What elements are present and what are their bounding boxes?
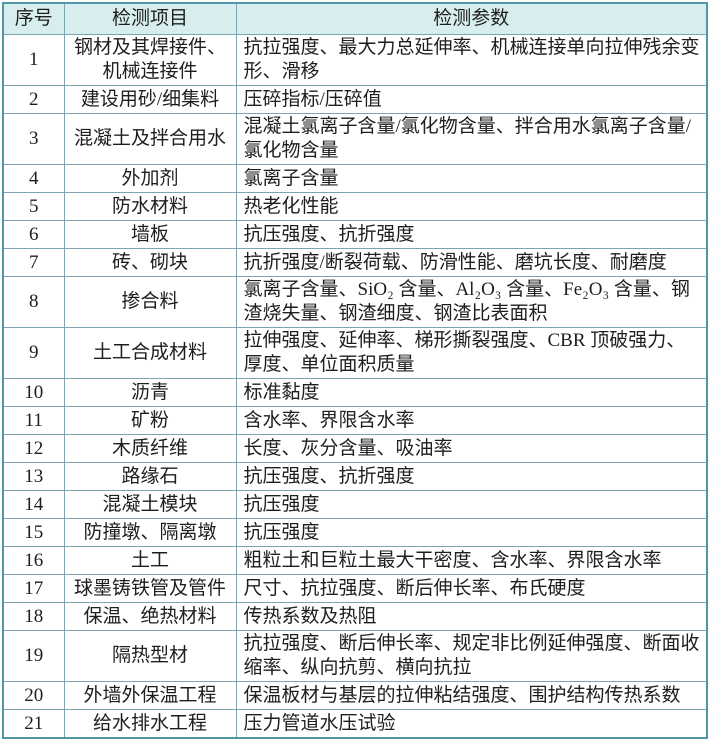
item-cell: 矿粉 [63, 406, 237, 435]
item-cell: 钢材及其焊接件、机械连接件 [63, 34, 237, 86]
row-number-cell: 9 [2, 327, 65, 379]
table-row: 13 路缘石 抗压强度、抗折强度 [2, 462, 708, 491]
table-row: 11 矿粉 含水率、界限含水率 [2, 406, 708, 435]
table-row: 15 防撞墩、隔离墩 抗压强度 [2, 518, 708, 547]
row-number-cell: 20 [2, 681, 65, 710]
params-cell: 粗粒土和巨粒土最大干密度、含水率、界限含水率 [235, 546, 708, 575]
params-cell: 氯离子含量、SiO₂ 含量、Al₂O₃ 含量、Fe₂O₃ 含量、钢渣烧失量、钢渣… [235, 276, 708, 328]
row-number-cell: 16 [2, 546, 65, 575]
item-cell: 混凝土及拌合用水 [63, 113, 237, 165]
params-cell: 传热系数及热阻 [235, 602, 708, 631]
table-row: 18 保温、绝热材料 传热系数及热阻 [2, 602, 708, 631]
row-number-cell: 10 [2, 378, 65, 407]
params-cell: 热老化性能 [235, 192, 708, 221]
params-cell: 抗折强度/断裂荷载、防滑性能、磨坑长度、耐磨度 [235, 248, 708, 277]
item-cell: 防撞墩、隔离墩 [63, 518, 237, 547]
table-row: 7 砖、砌块 抗折强度/断裂荷载、防滑性能、磨坑长度、耐磨度 [2, 248, 708, 277]
item-cell: 掺合料 [63, 276, 237, 328]
params-cell: 长度、灰分含量、吸油率 [235, 434, 708, 463]
header-row: 序号 检测项目 检测参数 [2, 2, 708, 35]
table-row: 4 外加剂 氯离子含量 [2, 164, 708, 193]
params-cell: 抗压强度 [235, 490, 708, 519]
header-cell-params: 检测参数 [235, 2, 708, 35]
params-cell: 抗压强度、抗折强度 [235, 462, 708, 491]
item-cell: 墙板 [63, 220, 237, 249]
table-row: 17 球墨铸铁管及管件 尺寸、抗拉强度、断后伸长率、布氏硬度 [2, 574, 708, 603]
item-cell: 隔热型材 [63, 630, 237, 682]
row-number-cell: 17 [2, 574, 65, 603]
row-number-cell: 1 [2, 34, 65, 86]
params-cell: 氯离子含量 [235, 164, 708, 193]
row-number-cell: 15 [2, 518, 65, 547]
params-cell: 拉伸强度、延伸率、梯形撕裂强度、CBR 顶破强力、厚度、单位面积质量 [235, 327, 708, 379]
row-number-cell: 12 [2, 434, 65, 463]
item-cell: 沥青 [63, 378, 237, 407]
params-cell: 抗拉强度、断后伸长率、规定非比例延伸强度、断面收缩率、纵向抗剪、横向抗拉 [235, 630, 708, 682]
table-row: 12 木质纤维 长度、灰分含量、吸油率 [2, 434, 708, 463]
table-body: 1 钢材及其焊接件、机械连接件 抗拉强度、最大力总延伸率、机械连接单向拉伸残余变形、… [2, 34, 708, 739]
params-cell: 保温板材与基层的拉伸粘结强度、围护结构传热系数 [235, 681, 708, 710]
row-number-cell: 6 [2, 220, 65, 249]
params-cell: 尺寸、抗拉强度、断后伸长率、布氏硬度 [235, 574, 708, 603]
item-cell: 外加剂 [63, 164, 237, 193]
row-number-cell: 8 [2, 276, 65, 328]
row-number-cell: 11 [2, 406, 65, 435]
item-cell: 防水材料 [63, 192, 237, 221]
params-cell: 混凝土氯离子含量/氯化物含量、拌合用水氯离子含量/氯化物含量 [235, 113, 708, 165]
row-number-cell: 13 [2, 462, 65, 491]
table-row: 6 墙板 抗压强度、抗折强度 [2, 220, 708, 249]
table-row: 1 钢材及其焊接件、机械连接件 抗拉强度、最大力总延伸率、机械连接单向拉伸残余变形、… [2, 34, 708, 86]
params-cell: 含水率、界限含水率 [235, 406, 708, 435]
table-row: 14 混凝土模块 抗压强度 [2, 490, 708, 519]
table-row: 10 沥青 标准黏度 [2, 378, 708, 407]
row-number-cell: 19 [2, 630, 65, 682]
row-number-cell: 3 [2, 113, 65, 165]
row-number-cell: 14 [2, 490, 65, 519]
table-row: 5 防水材料 热老化性能 [2, 192, 708, 221]
row-number-cell: 18 [2, 602, 65, 631]
params-cell: 标准黏度 [235, 378, 708, 407]
table-row: 8 掺合料 氯离子含量、SiO₂ 含量、Al₂O₃ 含量、Fe₂O₃ 含量、钢渣烧失… [2, 276, 708, 328]
item-cell: 混凝土模块 [63, 490, 237, 519]
row-number-cell: 7 [2, 248, 65, 277]
row-number-cell: 5 [2, 192, 65, 221]
row-number-cell: 4 [2, 164, 65, 193]
params-cell: 压碎指标/压碎值 [235, 85, 708, 114]
table-row: 20 外墙外保温工程 保温板材与基层的拉伸粘结强度、围护结构传热系数 [2, 681, 708, 710]
table-header: 序号 检测项目 检测参数 [2, 2, 708, 35]
item-cell: 建设用砂/细集料 [63, 85, 237, 114]
header-cell-item: 检测项目 [63, 2, 237, 35]
item-cell: 路缘石 [63, 462, 237, 491]
item-cell: 土工合成材料 [63, 327, 237, 379]
item-cell: 土工 [63, 546, 237, 575]
params-cell: 抗拉强度、最大力总延伸率、机械连接单向拉伸残余变形、滑移 [235, 34, 708, 86]
params-cell: 抗压强度、抗折强度 [235, 220, 708, 249]
item-cell: 木质纤维 [63, 434, 237, 463]
table-row: 19 隔热型材 抗拉强度、断后伸长率、规定非比例延伸强度、断面收缩率、纵向抗剪、横向… [2, 630, 708, 682]
row-number-cell: 2 [2, 85, 65, 114]
item-cell: 外墙外保温工程 [63, 681, 237, 710]
table-row: 16 土工 粗粒土和巨粒土最大干密度、含水率、界限含水率 [2, 546, 708, 575]
item-cell: 砖、砌块 [63, 248, 237, 277]
params-cell: 抗压强度 [235, 518, 708, 547]
item-cell: 球墨铸铁管及管件 [63, 574, 237, 603]
table-row: 3 混凝土及拌合用水 混凝土氯离子含量/氯化物含量、拌合用水氯离子含量/氯化物含量 [2, 113, 708, 165]
item-cell: 保温、绝热材料 [63, 602, 237, 631]
table-row: 9 土工合成材料 拉伸强度、延伸率、梯形撕裂强度、CBR 顶破强力、厚度、单位面积质… [2, 327, 708, 379]
header-cell-no: 序号 [2, 2, 65, 35]
table-row: 2 建设用砂/细集料 压碎指标/压碎值 [2, 85, 708, 114]
